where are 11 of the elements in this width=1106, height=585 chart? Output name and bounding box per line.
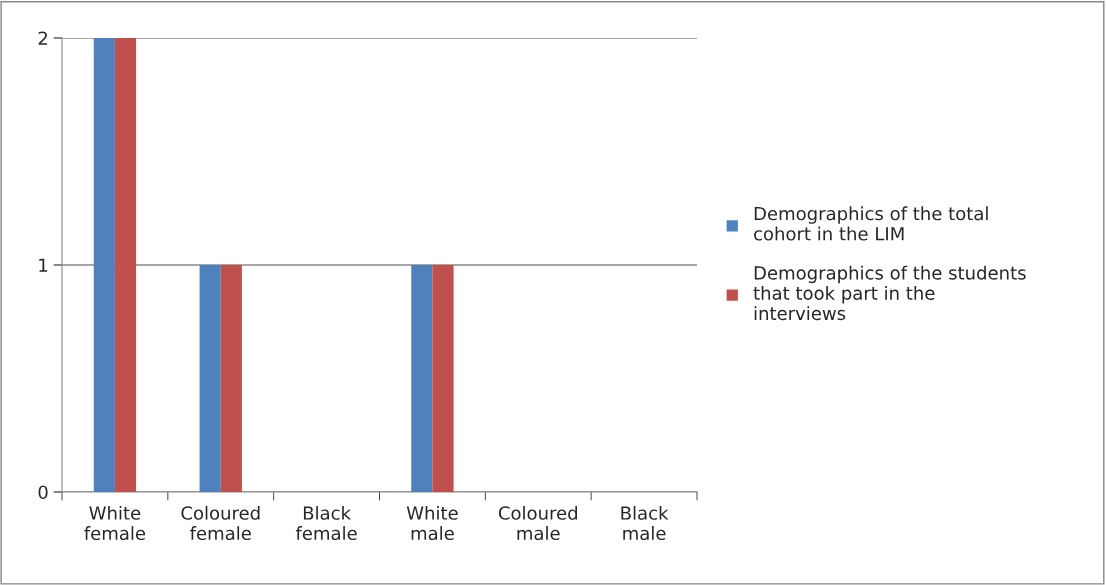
- y-tick-label: 2: [38, 31, 47, 45]
- x-tick-label: Black female: [295, 505, 357, 541]
- y-tick-label: 1: [39, 258, 48, 272]
- x-tick-label: Coloured female: [181, 505, 260, 541]
- legend-label: Demographics of the total cohort in the LIM: [754, 206, 988, 241]
- x-tick-label: Black male: [621, 505, 669, 541]
- x-tick-label: Coloured male: [498, 505, 577, 541]
- x-tick-label: White male: [406, 505, 458, 541]
- x-tick-label: White female: [84, 505, 146, 541]
- y-tick-label: 0: [38, 485, 48, 500]
- legend-label: Demographics of the students that took part in the interviews: [753, 265, 1026, 321]
